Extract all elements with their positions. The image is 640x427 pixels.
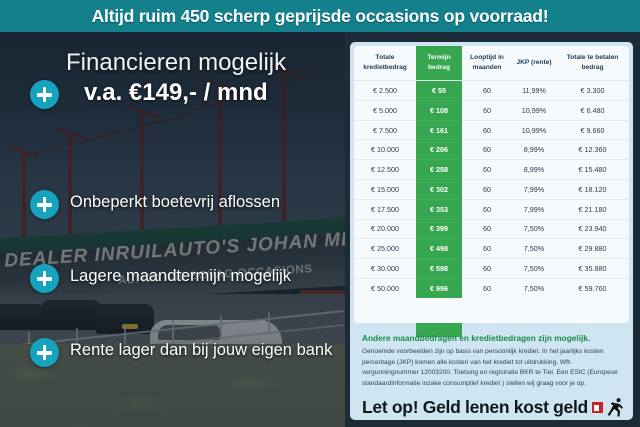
table-row: € 25.000 € 498 60 7,50% € 29.880 [354,238,629,259]
cell-apr: 7,50% [512,218,556,239]
col-header-apr: JKP (rente) [516,58,552,66]
cell-total-credit: € 2.500 [354,80,416,101]
table-row: € 12.500 € 258 60 8,99% € 15.480 [354,159,629,180]
loan-table: Totale kredietbedrag Termijn bedrag Loop… [354,46,629,298]
headline-secondary: v.a. €149,- / mnd [84,79,268,106]
cell-total-payable: € 23.940 [556,218,629,239]
table-row: € 10.000 € 206 60 8,99% € 12.360 [354,139,629,160]
benefit-item-3: Rente lager dan bij jouw eigen bank [70,341,333,359]
plus-icon [30,80,59,109]
plus-icon [30,264,59,293]
afm-running-man-icon [591,396,624,418]
cell-apr: 8,99% [512,139,556,160]
cell-monthly-amount: € 498 [416,238,462,259]
running-man-glyph [607,398,623,417]
cell-total-credit: € 10.000 [354,139,416,160]
cell-term-months: 60 [462,238,512,259]
cell-total-payable: € 6.480 [556,99,629,121]
col-header-total-payable: Totale te betalen bedrag [566,54,619,71]
cell-apr: 10,99% [512,99,556,121]
plus-icon [30,338,59,367]
note-title: Andere maandbedragen en kredietbedragen … [362,333,591,343]
table-highlight-tail [416,323,462,337]
cell-term-months: 60 [462,198,512,220]
cell-monthly-amount: € 161 [416,119,462,140]
col-header-term-months: Looptijd in maanden [470,54,504,71]
cell-term-months: 60 [462,179,512,200]
cell-term-months: 60 [462,119,512,140]
cell-monthly-amount: € 399 [416,218,462,239]
cell-term-months: 60 [462,139,512,160]
cell-apr: 10,99% [512,119,556,140]
cell-total-credit: € 5.000 [354,99,416,121]
cell-total-payable: € 59.760 [556,277,629,298]
cell-total-credit: € 15.000 [354,179,416,200]
col-header-total-credit: Totale kredietbedrag [363,54,407,71]
cell-total-credit: € 17.500 [354,198,416,220]
cell-term-months: 60 [462,258,512,279]
top-headline-bar: Altijd ruim 450 scherp geprijsde occasio… [0,0,640,32]
table-row: € 20.000 € 399 60 7,50% € 23.940 [354,218,629,239]
cell-total-credit: € 25.000 [354,238,416,259]
loan-table-body: € 2.500 € 55 60 11,99% € 3.300 € 5.000 € 108 60… [354,80,629,298]
cell-monthly-amount: € 55 [416,80,462,101]
cell-total-credit: € 30.000 [354,258,416,279]
cell-total-payable: € 3.300 [556,80,629,101]
plus-icon [30,190,59,219]
table-row: € 15.000 € 302 60 7,99% € 18.120 [354,179,629,200]
table-row: € 17.500 € 353 60 7,99% € 21.180 [354,198,629,220]
cell-apr: 7,50% [512,238,556,259]
cell-apr: 7,99% [512,179,556,200]
cell-monthly-amount: € 353 [416,198,462,220]
loan-table-container: Totale kredietbedrag Termijn bedrag Loop… [354,46,629,323]
cell-monthly-amount: € 302 [416,179,462,200]
cell-apr: 7,99% [512,198,556,220]
loan-info-card: Totale kredietbedrag Termijn bedrag Loop… [345,32,640,427]
afm-warning: Let op! Geld lenen kost geld [362,394,624,420]
cell-apr: 11,99% [512,80,556,101]
cell-term-months: 60 [462,218,512,239]
cell-term-months: 60 [462,159,512,180]
table-row: € 30.000 € 598 60 7,50% € 35.880 [354,258,629,279]
cell-apr: 7,50% [512,258,556,279]
cell-monthly-amount: € 206 [416,139,462,160]
benefit-item-2: Lagere maandtermijn mogelijk [70,267,292,285]
table-row: € 2.500 € 55 60 11,99% € 3.300 [354,80,629,101]
cell-term-months: 60 [462,99,512,121]
cell-apr: 8,99% [512,159,556,180]
top-headline-text: Altijd ruim 450 scherp geprijsde occasio… [91,5,549,26]
cell-total-payable: € 35.880 [556,258,629,279]
cell-monthly-amount: € 108 [416,99,462,121]
cell-term-months: 60 [462,80,512,101]
col-header-monthly-amount: Termijn bedrag [416,46,462,81]
note-body: Genoemde voorbeelden zijn op basis van p… [362,348,618,388]
cell-total-credit: € 7.500 [354,119,416,140]
table-row: € 5.000 € 108 60 10,99% € 6.480 [354,99,629,121]
table-row: € 7.500 € 161 60 10,99% € 9.660 [354,119,629,140]
exit-door-icon [591,402,603,413]
cell-total-credit: € 50.000 [354,277,416,298]
cell-term-months: 60 [462,277,512,298]
cell-monthly-amount: € 996 [416,277,462,298]
cell-total-credit: € 20.000 [354,218,416,239]
loan-table-head: Totale kredietbedrag Termijn bedrag Loop… [354,46,629,81]
cell-total-payable: € 18.120 [556,179,629,200]
cell-total-credit: € 12.500 [354,159,416,180]
cell-total-payable: € 29.880 [556,238,629,259]
cell-total-payable: € 9.660 [556,119,629,140]
cell-total-payable: € 15.480 [556,159,629,180]
left-content-panel: Financieren mogelijk v.a. €149,- / mnd O… [0,32,345,427]
cell-monthly-amount: € 258 [416,159,462,180]
headline-primary: Financieren mogelijk [66,49,287,76]
cell-apr: 7,50% [512,277,556,298]
benefit-item-1: Onbeperkt boetevrij aflossen [70,193,281,211]
cell-monthly-amount: € 598 [416,258,462,279]
cell-total-payable: € 21.180 [556,198,629,220]
afm-warning-text: Let op! Geld lenen kost geld [362,396,588,417]
table-header-row: Totale kredietbedrag Termijn bedrag Loop… [354,46,629,81]
cell-total-payable: € 12.360 [556,139,629,160]
loan-card-inner: Totale kredietbedrag Termijn bedrag Loop… [350,42,633,420]
table-row: € 50.000 € 996 60 7,50% € 59.760 [354,277,629,298]
